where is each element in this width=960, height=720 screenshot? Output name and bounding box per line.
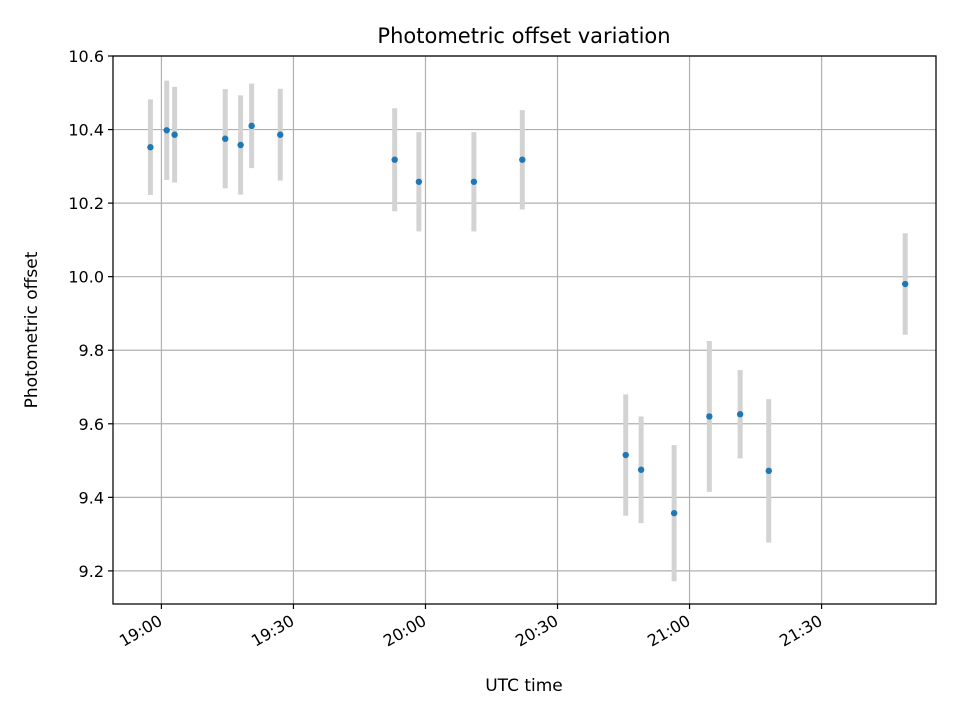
data-point <box>519 156 526 163</box>
plot-frame <box>112 55 937 605</box>
data-point <box>163 127 170 134</box>
data-point <box>277 131 284 138</box>
data-point <box>391 156 398 163</box>
y-tick-label: 10.0 <box>68 268 104 287</box>
x-axis-label: UTC time <box>485 676 563 696</box>
y-tick-label: 10.6 <box>68 47 104 66</box>
data-point <box>765 467 772 475</box>
data-point <box>237 141 244 149</box>
y-tick-label: 9.2 <box>79 562 104 581</box>
y-tick-label: 9.6 <box>79 415 104 434</box>
y-tick-label: 10.2 <box>68 194 104 213</box>
data-point <box>706 413 713 420</box>
data-points <box>147 122 909 517</box>
data-point <box>637 466 645 473</box>
data-point <box>470 178 478 185</box>
y-tick-label: 10.4 <box>68 121 104 140</box>
data-point <box>222 135 229 142</box>
data-point <box>415 178 423 185</box>
y-tick-label: 9.8 <box>79 341 104 360</box>
y-axis-ticks: 9.2 9.4 9.6 9.8 10.0 10.2 10.4 10.6 <box>68 47 113 581</box>
data-point <box>736 411 744 418</box>
data-point <box>147 144 154 151</box>
chart-title: Photometric offset variation <box>377 24 670 48</box>
data-point <box>901 280 909 288</box>
data-point <box>171 131 178 138</box>
y-tick-label: 9.4 <box>79 488 104 507</box>
y-axis-label: Photometric offset <box>22 251 42 408</box>
data-point <box>248 122 255 130</box>
data-point <box>670 509 678 517</box>
data-point <box>622 451 629 459</box>
